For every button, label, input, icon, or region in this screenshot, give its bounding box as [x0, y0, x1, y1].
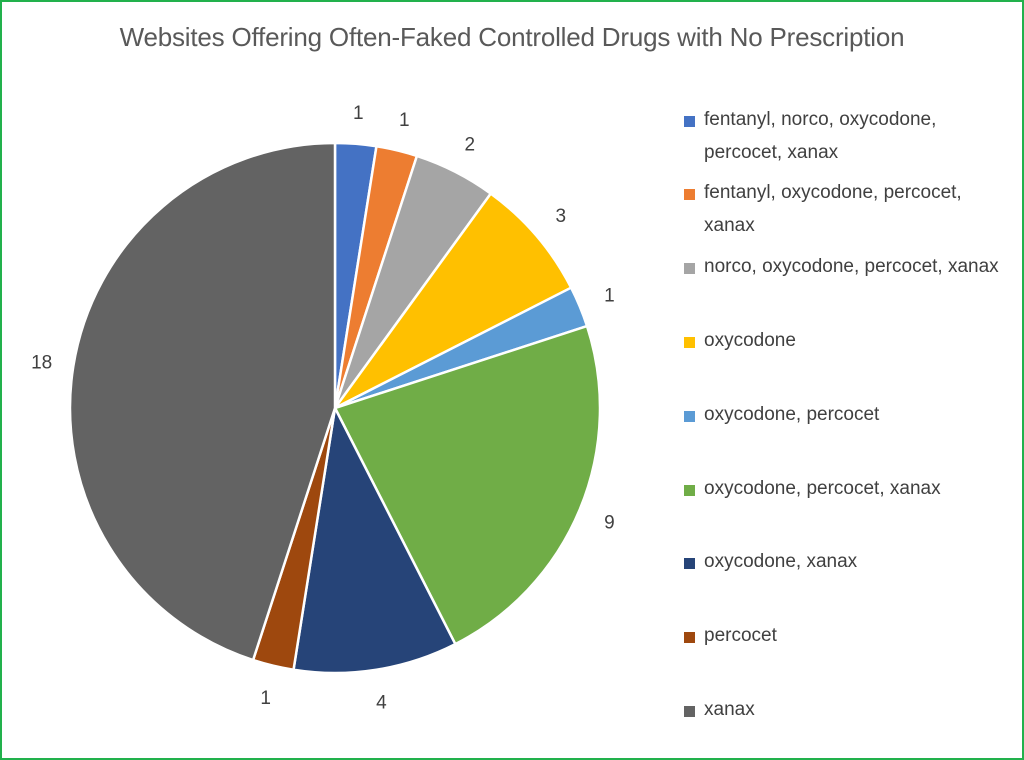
legend-label: fentanyl, oxycodone, percocet, xanax [704, 182, 962, 236]
data-label: 3 [556, 206, 567, 227]
data-label: 2 [465, 134, 476, 155]
legend-swatch [684, 189, 695, 200]
legend-label: norco, oxycodone, percocet, xanax [704, 256, 999, 277]
legend-swatch [684, 558, 695, 569]
pie-slice [333, 192, 573, 410]
legend-label: oxycodone, xanax [704, 551, 858, 572]
legend-swatch [684, 411, 695, 422]
legend-label: xanax [704, 699, 755, 720]
pie-slice [68, 141, 337, 662]
legend-label: oxycodone [704, 330, 796, 351]
legend-label: fentanyl, norco, oxycodone, percocet, xa… [704, 109, 937, 163]
legend-swatch [684, 337, 695, 348]
data-label: 9 [604, 513, 615, 534]
legend-swatch [684, 485, 695, 496]
data-label: 4 [376, 692, 387, 713]
legend-swatch [684, 263, 695, 274]
data-label: 18 [31, 353, 52, 374]
data-label: 1 [260, 688, 271, 709]
data-label: 1 [399, 110, 410, 131]
chart-title: Websites Offering Often-Faked Controlled… [119, 22, 905, 52]
legend-swatch [684, 706, 695, 717]
legend-label: percocet [704, 625, 777, 646]
pie-slice [292, 406, 457, 675]
data-label: 1 [353, 103, 364, 124]
legend-label: oxycodone, percocet, xanax [704, 478, 941, 499]
legend-swatch [684, 116, 695, 127]
data-label: 1 [604, 285, 615, 306]
legend-label: oxycodone, percocet [704, 404, 880, 425]
pie-slice [333, 324, 602, 646]
legend-swatch [684, 632, 695, 643]
